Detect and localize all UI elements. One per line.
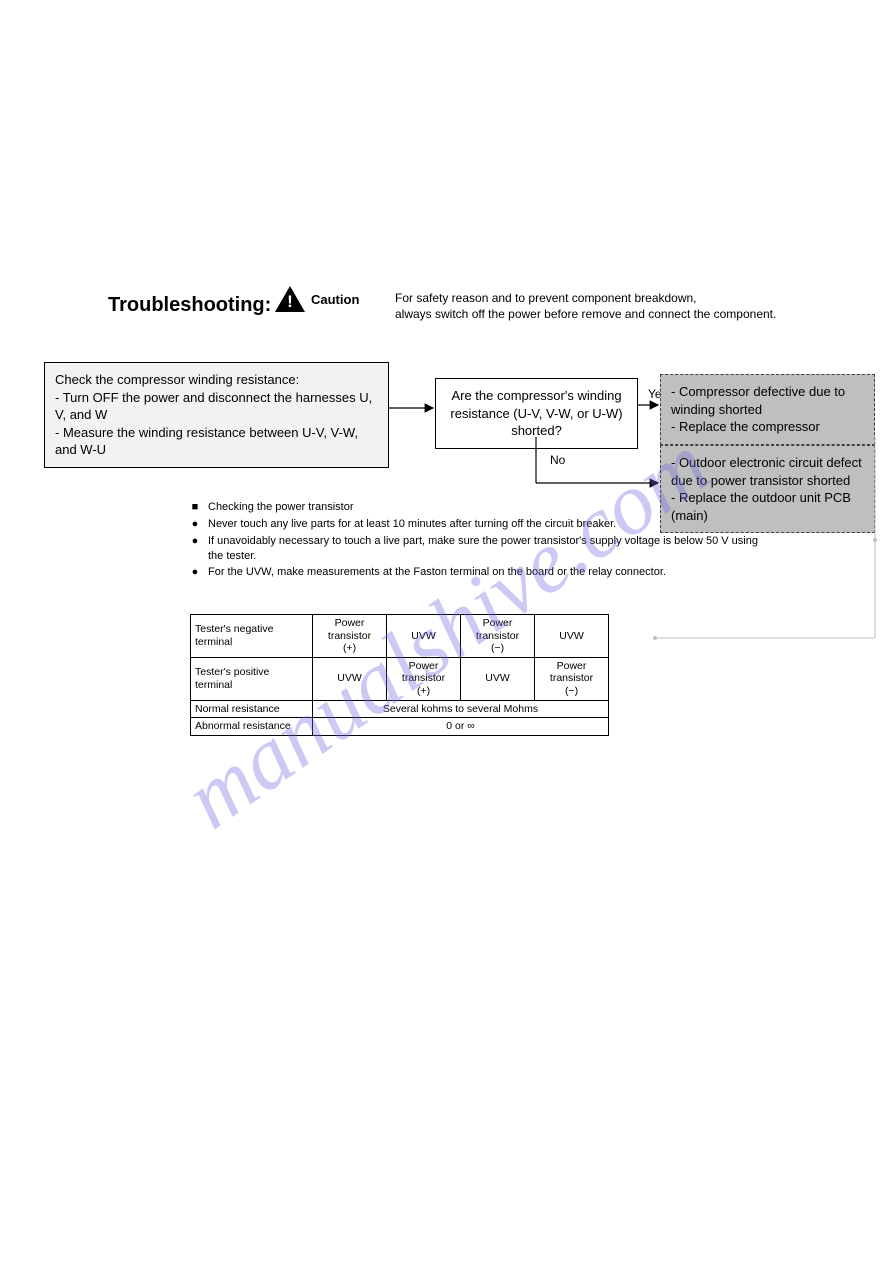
flowchart-decision-box: Are the compressor's winding resistance … (435, 378, 638, 449)
row-label: Tester's negative terminal (191, 615, 313, 658)
cell: Power transistor (+) (313, 615, 387, 658)
flowchart-result-yes: - Compressor defective due to winding sh… (660, 374, 875, 445)
cell-span: 0 or ∞ (313, 718, 609, 736)
table-row: Abnormal resistance 0 or ∞ (191, 718, 609, 736)
caution-text-line: always switch off the power before remov… (395, 306, 776, 322)
page-root: Troubleshooting: ! Caution For safety re… (0, 0, 893, 1263)
caution-triangle-icon: ! (275, 286, 305, 312)
cell: Power transistor (−) (535, 657, 609, 700)
caution-text: For safety reason and to prevent compone… (395, 290, 776, 322)
note-item: ■ Checking the power transistor (190, 500, 775, 515)
cell: Power transistor (−) (461, 615, 535, 658)
table-row: Tester's negative terminal Power transis… (191, 615, 609, 658)
note-marker: ■ (190, 500, 200, 515)
note-text: For the UVW, make measurements at the Fa… (208, 565, 775, 580)
cell-span: Several kohms to several Mohms (313, 700, 609, 718)
note-item: ● For the UVW, make measurements at the … (190, 565, 775, 580)
flowchart-no-label: No (548, 453, 567, 467)
cell: UVW (387, 615, 461, 658)
cell: Power transistor (+) (387, 657, 461, 700)
note-marker: ● (190, 517, 200, 532)
note-item: ● If unavoidably necessary to touch a li… (190, 534, 775, 564)
row-label: Abnormal resistance (191, 718, 313, 736)
table-row: Normal resistance Several kohms to sever… (191, 700, 609, 718)
caution-label: Caution (311, 292, 359, 307)
cell: UVW (313, 657, 387, 700)
page-title: Troubleshooting: (108, 294, 271, 317)
flowchart-start-box: Check the compressor winding resistance:… (44, 362, 389, 468)
cell: UVW (535, 615, 609, 658)
caution-bang: ! (286, 292, 294, 312)
resistance-table: Tester's negative terminal Power transis… (190, 614, 609, 736)
table-row: Tester's positive terminal UVW Power tra… (191, 657, 609, 700)
notes-list: ■ Checking the power transistor ● Never … (190, 500, 775, 582)
cell: UVW (461, 657, 535, 700)
note-text: Checking the power transistor (208, 500, 775, 515)
note-text: If unavoidably necessary to touch a live… (208, 534, 775, 564)
note-text: Never touch any live parts for at least … (208, 517, 775, 532)
caution-block: ! Caution (275, 286, 359, 312)
row-label: Normal resistance (191, 700, 313, 718)
row-label: Tester's positive terminal (191, 657, 313, 700)
caution-text-line: For safety reason and to prevent compone… (395, 290, 776, 306)
note-item: ● Never touch any live parts for at leas… (190, 517, 775, 532)
note-marker: ● (190, 565, 200, 580)
note-marker: ● (190, 534, 200, 564)
